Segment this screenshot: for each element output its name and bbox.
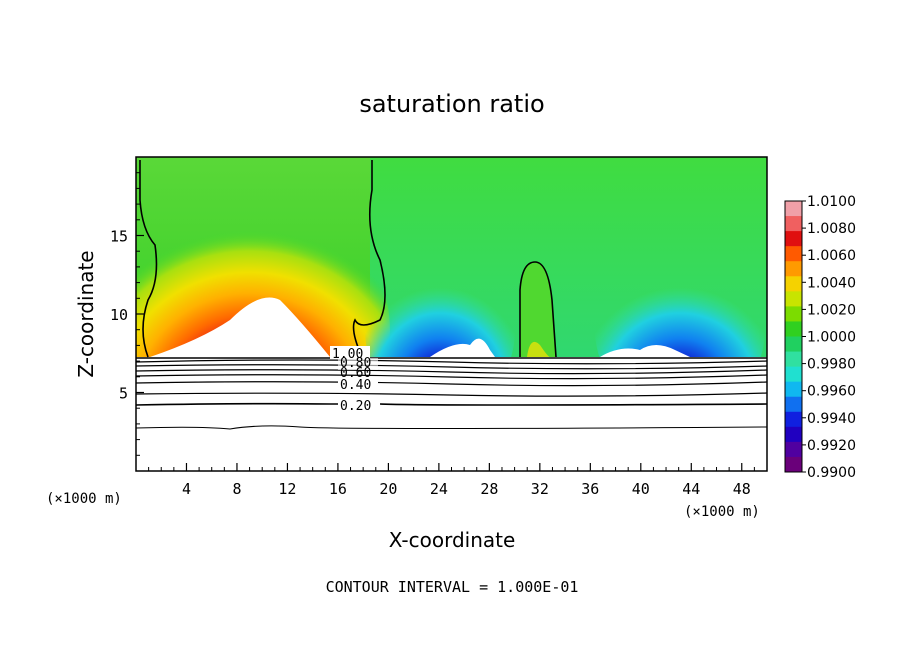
- x-tick-label: 28: [480, 480, 498, 498]
- colorbar-swatch: [785, 411, 802, 428]
- z-unit-label: (×1000 m): [46, 491, 122, 507]
- colorbar-label: 0.9960: [807, 384, 856, 400]
- colorbar-swatch: [785, 396, 802, 413]
- colorbar-swatch: [785, 426, 802, 443]
- x-axis-label: X-coordinate: [389, 528, 516, 552]
- colorbar-label: 0.9940: [807, 411, 856, 427]
- x-tick-label: 12: [278, 480, 296, 498]
- contour-lines: [136, 160, 767, 430]
- x-tick-label: 8: [232, 480, 241, 498]
- colorbar-swatch: [785, 306, 802, 322]
- colorbar-swatch: [785, 366, 802, 383]
- y-tick-label: 5: [119, 385, 128, 403]
- x-tick-label: 16: [329, 480, 347, 498]
- colorbar-swatch: [785, 231, 802, 247]
- contour-label-3: 0.60: [340, 366, 371, 381]
- colorbar-label: 0.9920: [807, 438, 856, 454]
- colorbar-swatch: [785, 441, 802, 458]
- y-axis-label: Z-coordinate: [74, 250, 98, 377]
- colorbar-label: 1.0000: [807, 330, 856, 346]
- contour-interval-note: CONTOUR INTERVAL = 1.000E-01: [326, 578, 579, 596]
- y-axis: 5 10 15: [110, 172, 144, 456]
- colorbar-swatch: [785, 351, 802, 368]
- colorbar-swatch: [785, 216, 802, 232]
- plot-area: 1.00 0.80 0.60 0.40 0.20: [136, 157, 767, 471]
- x-tick-label: 24: [430, 480, 448, 498]
- colorbar-swatch: [785, 276, 802, 292]
- colorbar-swatch: [785, 261, 802, 277]
- contour-labels: 1.00 0.80 0.60 0.40 0.20: [330, 346, 380, 414]
- colorbar-swatch: [785, 456, 802, 473]
- x-axis: 4 8 12 16 20 24 28 32 36 40 44 48: [148, 463, 755, 498]
- colorbar-label: 0.9900: [807, 465, 856, 481]
- x-tick-label: 36: [581, 480, 599, 498]
- colorbar-label: 1.0100: [807, 194, 856, 210]
- x-tick-label: 32: [531, 480, 549, 498]
- x-tick-label: 20: [379, 480, 397, 498]
- colorbar-label: 1.0060: [807, 248, 856, 264]
- y-tick-label: 15: [110, 228, 128, 246]
- colorbar-swatch: [785, 381, 802, 398]
- contour-label-4: 0.40: [340, 378, 371, 393]
- colorbar-label: 1.0040: [807, 275, 856, 291]
- colorbar-swatch: [785, 336, 802, 353]
- x-tick-label: 44: [682, 480, 700, 498]
- colorbar-label: 1.0080: [807, 221, 856, 237]
- colorbar-label: 0.9980: [807, 357, 856, 373]
- colorbar-swatch: [785, 246, 802, 262]
- colorbar-label: 1.0020: [807, 302, 856, 318]
- colorbar: 1.0100 1.0080 1.0060 1.0040 1.0020 1.0000 0.99…: [784, 194, 856, 481]
- colorbar-swatch: [785, 321, 802, 337]
- x-unit-label: (×1000 m): [684, 504, 760, 520]
- colorbar-swatch: [785, 201, 802, 217]
- contour-label-2: 0.80: [340, 356, 371, 371]
- colorbar-swatch: [785, 291, 802, 307]
- contour-label-5: 0.20: [340, 399, 371, 414]
- x-tick-label: 4: [182, 480, 191, 498]
- y-tick-label: 10: [110, 306, 128, 324]
- x-tick-label: 48: [733, 480, 751, 498]
- chart-title: saturation ratio: [359, 90, 544, 118]
- x-tick-label: 40: [632, 480, 650, 498]
